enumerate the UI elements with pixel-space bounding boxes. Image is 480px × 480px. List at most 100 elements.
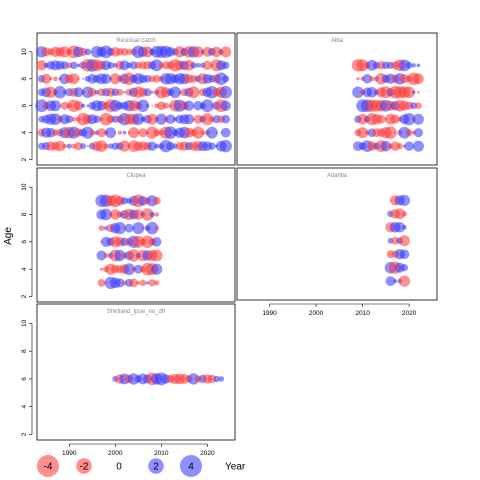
residual-bubble (133, 209, 144, 220)
residual-bubble (356, 77, 360, 81)
residual-bubble (218, 376, 224, 382)
residual-bubble (97, 278, 106, 287)
residual-bubble (222, 61, 230, 70)
residual-bubble (114, 131, 117, 134)
residual-bubble (82, 77, 84, 80)
residual-bubble (151, 104, 153, 107)
residual-bubble (415, 102, 422, 110)
panel-frame (236, 167, 438, 301)
bubbles (95, 194, 163, 290)
residual-bubble (73, 87, 84, 98)
panel-clupea: Clupea 2 4 6 8 10 (21, 167, 236, 303)
residual-bubble (132, 222, 145, 235)
residual-bubble (60, 61, 69, 70)
residual-bubble (391, 236, 400, 245)
residual-bubble (202, 60, 213, 70)
residual-bubble (410, 102, 418, 110)
panel-residual-catch: Residual catch 2 4 6 8 10 (21, 32, 236, 166)
residual-bubble (390, 114, 400, 124)
residual-bubble (220, 46, 232, 58)
y-tick-label: 2 (21, 294, 28, 298)
residual-bubble (401, 211, 408, 217)
residual-bubble (120, 197, 129, 205)
x-tick-label: 1990 (262, 310, 277, 317)
residual-bubble (139, 279, 147, 287)
residual-bubble (53, 86, 67, 99)
residual-bubble (132, 235, 145, 248)
residual-bubble (398, 235, 410, 247)
bubbles (351, 59, 424, 153)
residual-bubble (45, 86, 57, 98)
residual-bubble (398, 275, 411, 287)
y-tick-label: 2 (21, 432, 28, 436)
residual-bubble (150, 249, 163, 262)
residual-bubble (146, 113, 158, 125)
residual-bubble (356, 59, 369, 72)
residual-bubble (59, 104, 61, 107)
residual-bubble (115, 278, 125, 288)
residual-bubble (58, 46, 71, 58)
panel-title: Atlantia (327, 173, 348, 179)
y-tick-label: 10 (21, 319, 28, 327)
residual-bubble (362, 74, 372, 84)
panel-title: Residual catch (116, 38, 155, 44)
residual-bubble (149, 211, 155, 218)
residual-bubble (54, 140, 66, 152)
residual-bubble (53, 76, 58, 82)
y-tick-label: 4 (21, 130, 28, 134)
residual-bubble (80, 143, 87, 150)
residual-bubble (81, 126, 94, 139)
residual-bubble (150, 90, 154, 95)
residual-bubble (141, 226, 145, 230)
panel-shetland-lpue: Shetland_lpue_no_dh 2 4 6 8 10 1990 2000 2010 202… (21, 303, 236, 457)
residual-bubble (192, 126, 205, 139)
y-tick-label: 2 (21, 157, 28, 161)
residual-bubble (36, 60, 47, 71)
residual-bubble (169, 86, 181, 99)
panel-frame (236, 32, 438, 166)
residual-bubble (183, 114, 195, 125)
residual-bubble (133, 264, 143, 274)
residual-bubble (403, 86, 415, 99)
x-tick-label: 2020 (200, 450, 215, 457)
residual-bubble (352, 86, 364, 99)
residual-bubble (385, 276, 396, 287)
y-axis-label: Age (3, 227, 14, 245)
residual-bubble (154, 226, 159, 231)
residual-bubble (412, 140, 424, 152)
residual-bubble (86, 145, 89, 148)
residual-bubble (197, 91, 199, 94)
residual-bubble (399, 249, 410, 260)
residual-bubble (126, 48, 133, 55)
residual-bubble (73, 100, 84, 111)
residual-bubble (183, 100, 195, 111)
residual-bubble (400, 264, 409, 272)
residual-bubble (77, 77, 80, 81)
residual-bubble (215, 131, 218, 134)
legend-bubble (37, 455, 59, 477)
residual-bubble (98, 225, 105, 231)
residual-bubble (117, 130, 123, 135)
residual-bubble (68, 73, 80, 85)
residual-bubble (213, 375, 220, 383)
legend-label: 0 (116, 462, 122, 473)
y-tick-label: 4 (21, 405, 28, 409)
residual-bubble (41, 73, 52, 84)
residual-bubble (99, 267, 103, 271)
residual-bubble (49, 113, 62, 126)
residual-bubble (207, 374, 217, 384)
residual-bubble (152, 74, 161, 83)
residual-bubble (109, 73, 121, 85)
bubbles (384, 194, 411, 287)
residual-bubble (394, 208, 406, 220)
y-tick-label: 8 (21, 349, 28, 353)
residual-bubble (154, 280, 160, 286)
residual-bubble (60, 101, 69, 110)
residual-bubble (412, 73, 424, 85)
residual-bubble (178, 90, 182, 94)
residual-bubble (221, 114, 231, 124)
residual-bubble (84, 48, 92, 56)
residual-bubble (150, 59, 163, 72)
residual-bubble (357, 127, 369, 139)
x-tick-label: 2000 (309, 310, 324, 317)
